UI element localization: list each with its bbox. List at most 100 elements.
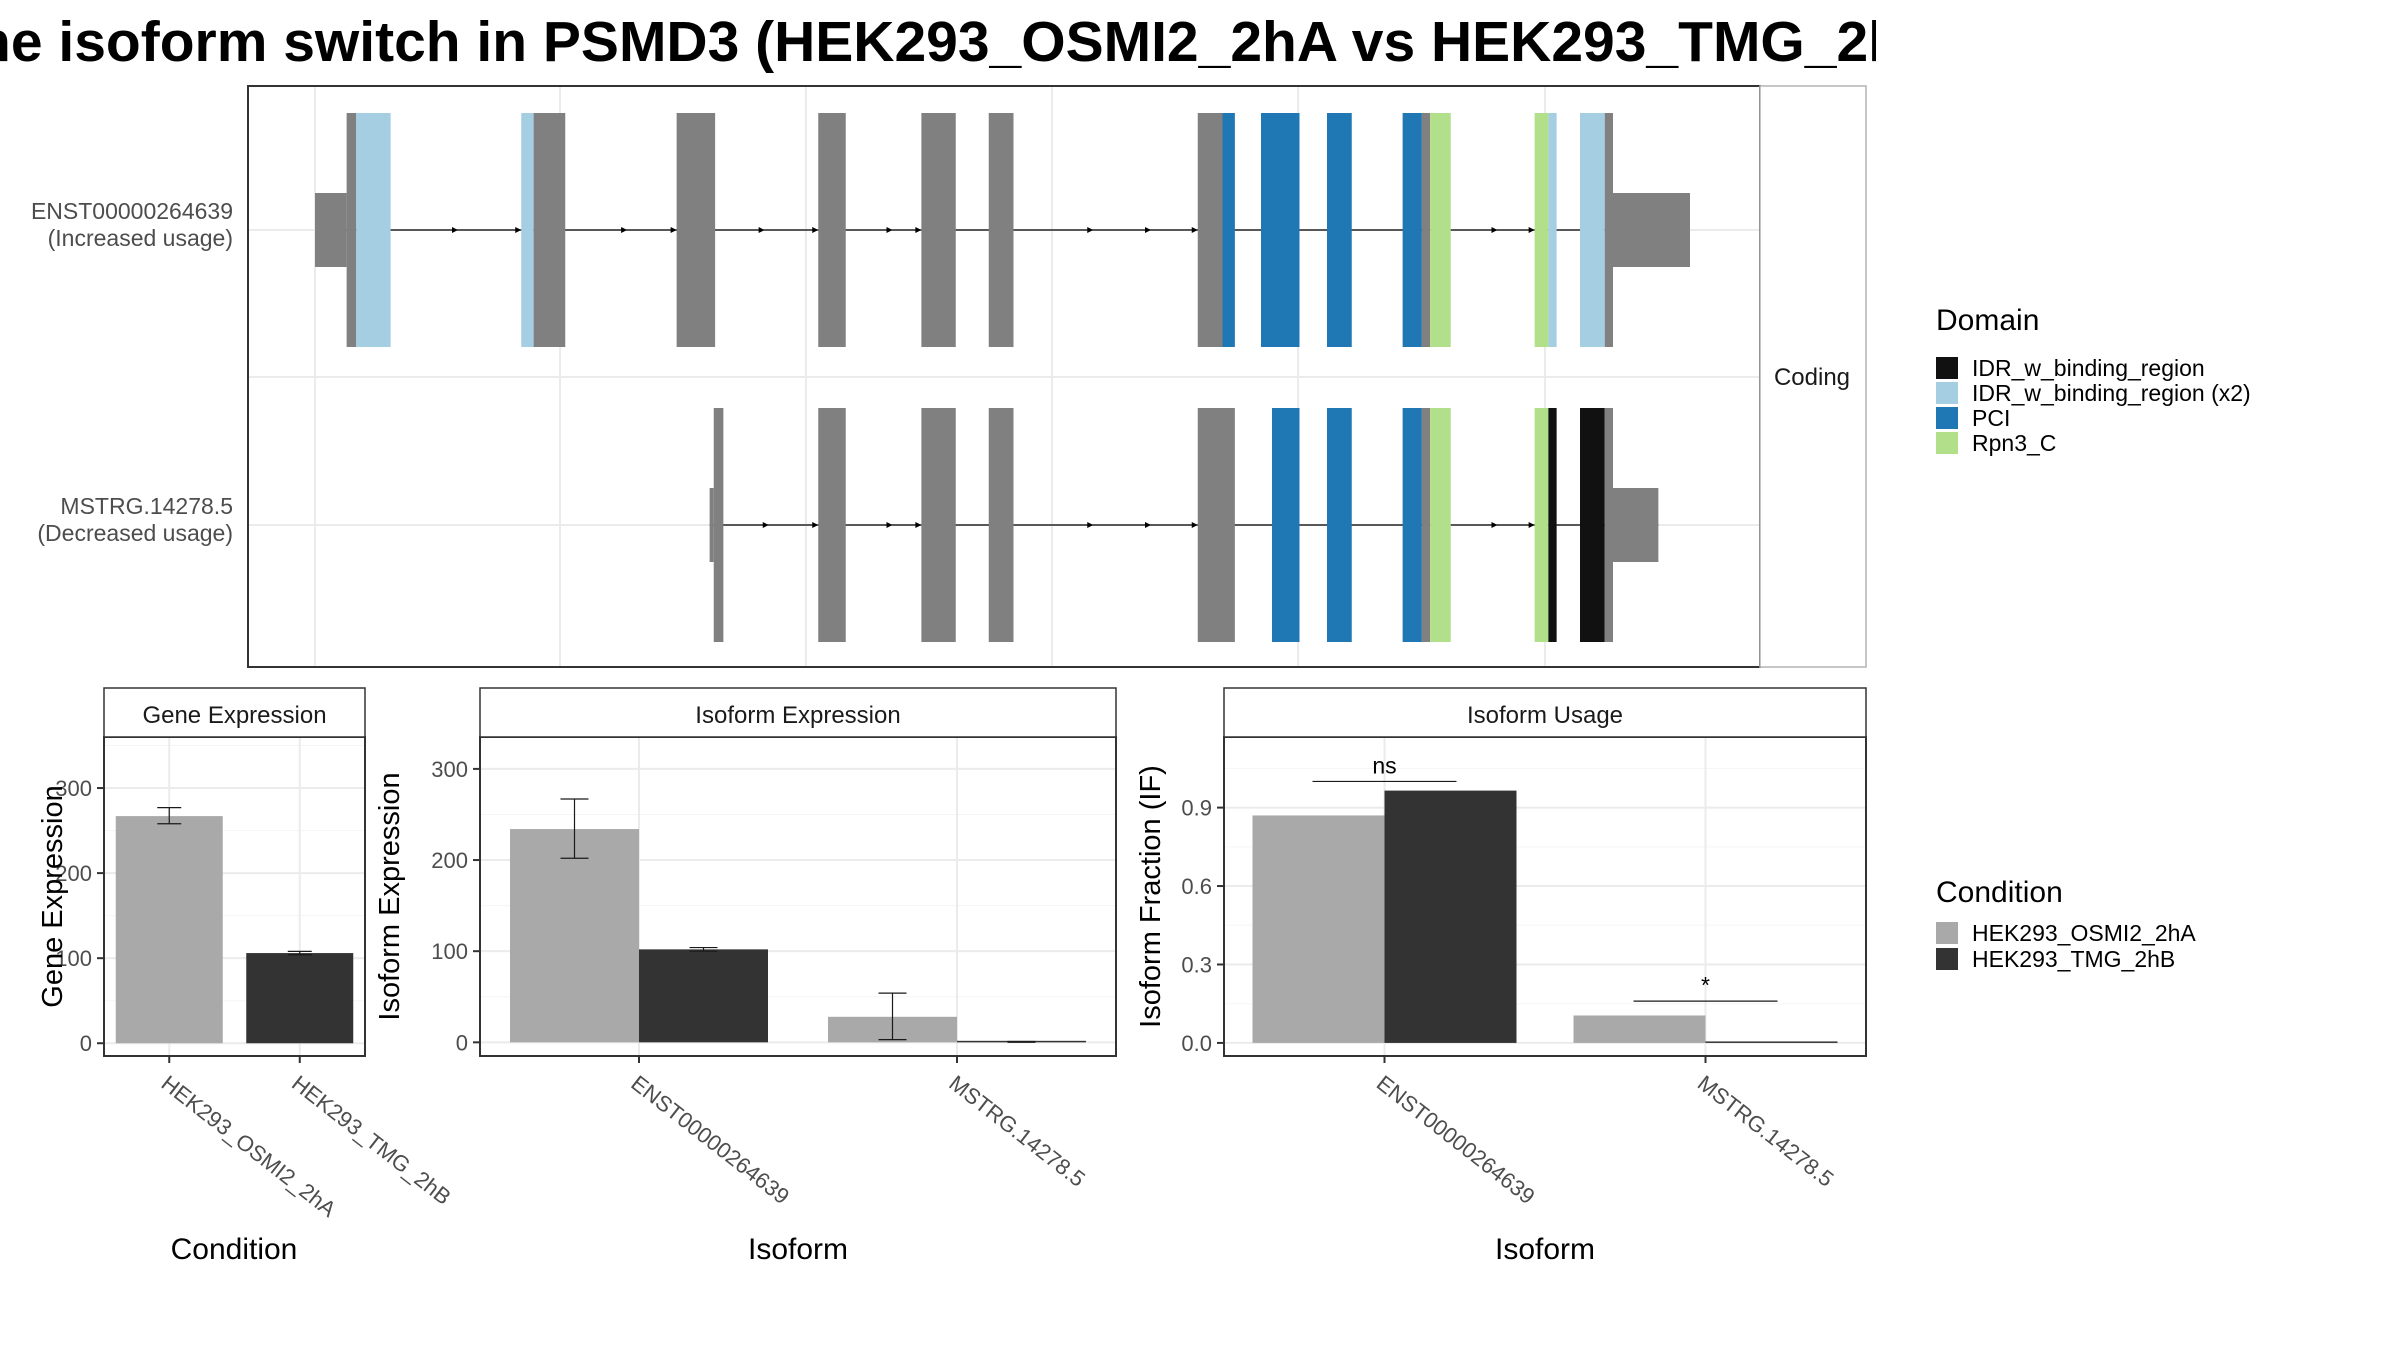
y-tick-label: 100 bbox=[431, 939, 468, 964]
exon-block bbox=[346, 113, 357, 347]
utr-block bbox=[709, 488, 714, 562]
intron-arrow bbox=[621, 227, 628, 233]
x-axis-title: Isoform bbox=[1495, 1233, 1595, 1266]
facet-strip bbox=[103, 687, 366, 738]
intron-arrow bbox=[886, 227, 893, 233]
facet-strip bbox=[1759, 85, 1867, 668]
domain-block bbox=[1327, 408, 1352, 642]
intron-arrow bbox=[886, 522, 893, 528]
bar bbox=[115, 816, 223, 1044]
facet-label: Gene Expression bbox=[142, 702, 326, 729]
facet-strip bbox=[1223, 687, 1867, 738]
intron-arrow bbox=[812, 522, 819, 528]
exon-block bbox=[676, 113, 716, 347]
bar bbox=[246, 953, 354, 1044]
x-tick-label: MSTRG.14278.5 bbox=[944, 1070, 1089, 1191]
legend-key-domain bbox=[1936, 382, 1958, 404]
legend-label-domain: IDR_w_binding_region (x2) bbox=[1972, 380, 2251, 406]
y-tick-label: 200 bbox=[431, 848, 468, 873]
x-tick-label: MSTRG.14278.5 bbox=[1693, 1070, 1838, 1191]
exon-block bbox=[818, 408, 846, 642]
bar bbox=[639, 949, 768, 1043]
legend-key-condition bbox=[1936, 948, 1958, 970]
exon-block bbox=[1604, 408, 1613, 642]
exon-block bbox=[988, 408, 1014, 642]
legend-label-domain: Rpn3_C bbox=[1972, 430, 2056, 456]
utr-block bbox=[1613, 193, 1690, 267]
exon-block bbox=[1421, 408, 1431, 642]
intron-arrow bbox=[670, 227, 677, 233]
intron-arrow bbox=[515, 227, 522, 233]
intron-arrow bbox=[1491, 227, 1498, 233]
y-tick-label: 0.3 bbox=[1181, 952, 1212, 977]
main-title: he isoform switch in PSMD3 (HEK293_OSMI2… bbox=[0, 10, 1876, 74]
y-tick-label: 200 bbox=[55, 861, 92, 886]
y-tick-label: 0.6 bbox=[1181, 874, 1212, 899]
x-tick-label: ENST00000264639 bbox=[626, 1070, 794, 1209]
legend-key-domain bbox=[1936, 357, 1958, 379]
intron-arrow bbox=[915, 522, 922, 528]
y-axis-title: Gene Expression bbox=[37, 785, 69, 1007]
exon-block bbox=[1197, 408, 1235, 642]
domain-block bbox=[1402, 408, 1422, 642]
x-tick-label: ENST00000264639 bbox=[1372, 1070, 1540, 1209]
exon-block bbox=[988, 113, 1014, 347]
y-tick-label: 0 bbox=[80, 1031, 92, 1056]
legend-label-domain: PCI bbox=[1972, 405, 2010, 431]
legend-label-condition: HEK293_OSMI2_2hA bbox=[1972, 920, 2196, 946]
exon-block bbox=[533, 113, 566, 347]
intron-arrow bbox=[762, 522, 769, 528]
intron-arrow bbox=[758, 227, 765, 233]
domain-block bbox=[1548, 408, 1557, 642]
intron-arrow bbox=[1191, 522, 1198, 528]
x-axis-title: Isoform bbox=[748, 1233, 848, 1266]
intron-arrow bbox=[1191, 227, 1198, 233]
domain-block bbox=[1534, 408, 1549, 642]
y-tick-label: 0.9 bbox=[1181, 796, 1212, 821]
y-axis-title: Isoform Expression bbox=[374, 772, 406, 1020]
y-tick-label: 300 bbox=[55, 776, 92, 801]
y-tick-label: 0.0 bbox=[1181, 1031, 1212, 1056]
legend-key-domain bbox=[1936, 407, 1958, 429]
domain-block bbox=[521, 113, 534, 347]
transcript-label: ENST00000264639 (Increased usage) bbox=[31, 198, 233, 251]
domain-block bbox=[1430, 408, 1451, 642]
domain-block bbox=[1327, 113, 1352, 347]
bar bbox=[1384, 790, 1517, 1043]
domain-block bbox=[1402, 113, 1422, 347]
intron-arrow bbox=[812, 227, 819, 233]
intron-arrow bbox=[1528, 522, 1535, 528]
domain-block bbox=[1580, 113, 1605, 347]
exon-block bbox=[921, 113, 956, 347]
domain-block bbox=[1261, 113, 1300, 347]
facet-label-coding: Coding bbox=[1774, 364, 1850, 391]
exon-block bbox=[1197, 113, 1223, 347]
intron-arrow bbox=[1087, 522, 1094, 528]
domain-block bbox=[1430, 113, 1451, 347]
domain-block bbox=[1534, 113, 1549, 347]
y-tick-label: 100 bbox=[55, 946, 92, 971]
intron-arrow bbox=[1087, 227, 1094, 233]
intron-arrow bbox=[1491, 522, 1498, 528]
bar bbox=[1705, 1041, 1838, 1043]
domain-block bbox=[1548, 113, 1557, 347]
legend-title-domain: Domain bbox=[1936, 304, 2039, 337]
intron-arrow bbox=[915, 227, 922, 233]
y-tick-label: 300 bbox=[431, 757, 468, 782]
y-tick-label: 0 bbox=[456, 1030, 468, 1055]
exon-block bbox=[818, 113, 846, 347]
facet-strip bbox=[479, 687, 1117, 738]
facet-label: Isoform Usage bbox=[1467, 702, 1623, 729]
facet-label: Isoform Expression bbox=[695, 702, 900, 729]
intron-arrow bbox=[1145, 522, 1151, 528]
transcript-label: MSTRG.14278.5 (Decreased usage) bbox=[37, 493, 233, 546]
legend-title-condition: Condition bbox=[1936, 876, 2063, 909]
domain-block bbox=[1222, 113, 1235, 347]
bar bbox=[1252, 815, 1385, 1043]
legend-label-condition: HEK293_TMG_2hB bbox=[1972, 946, 2175, 972]
exon-block bbox=[1604, 113, 1613, 347]
domain-block bbox=[1272, 408, 1300, 642]
intron-arrow bbox=[1145, 227, 1151, 233]
legend-key-domain bbox=[1936, 432, 1958, 454]
